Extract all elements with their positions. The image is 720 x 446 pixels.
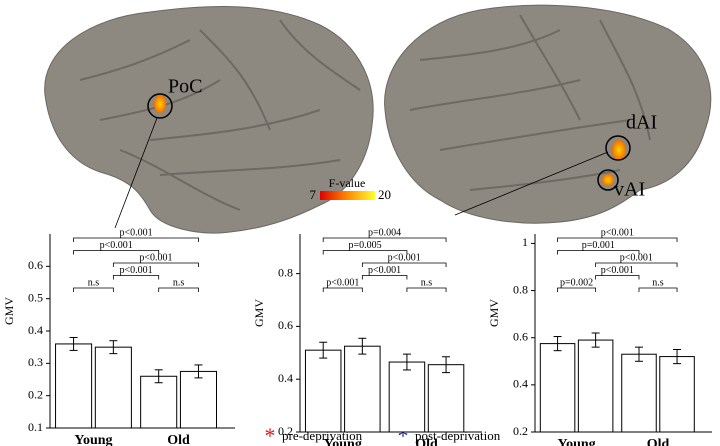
significance-label: p=0.004 [368,227,401,238]
bar [539,343,576,433]
bar [577,339,614,433]
region-label: PoC [168,76,202,98]
x-tick-label: Young [558,437,596,446]
bar [388,361,426,433]
bar [427,364,465,433]
y-tick-label: 0.6 [513,329,528,343]
colorbar-max: 20 [378,187,391,202]
y-tick-label: 0.5 [28,290,43,304]
significance-label: n.s [421,277,433,288]
legend-marker: * [265,423,276,446]
significance-label: p<0.001 [388,252,421,263]
significance-label: p=0.001 [582,240,615,251]
right-brain: dAI vAI [384,4,712,224]
bar [55,343,93,429]
bar [179,370,218,429]
significance-label: p<0.001 [119,227,152,238]
colorbar: F-value 7 20 [310,176,392,202]
y-tick-label: 0.6 [278,318,293,332]
significance-bracket [73,250,160,255]
significance-label: p<0.001 [326,277,359,288]
y-tick-label: 0.4 [513,377,528,391]
bar [659,356,695,433]
significance-label: p<0.001 [139,252,172,263]
significance-bracket [557,250,640,255]
y-tick-label: 0.2 [278,424,293,438]
y-tick-label: 0.8 [278,265,293,279]
significance-bracket [557,237,678,242]
y-tick-label: 0.1 [28,420,43,434]
significance-label: p<0.001 [368,265,401,276]
significance-bracket [595,275,640,280]
significance-bracket [158,287,199,292]
significance-bracket [73,237,199,242]
y-tick-label: 0.8 [513,282,528,296]
significance-bracket [73,287,114,292]
y-tick-label: 0.4 [278,371,293,385]
colorbar-min: 7 [310,187,317,202]
bar [344,345,381,433]
significance-bracket [361,262,447,267]
significance-label: n.s [88,277,100,288]
region-label: vAI [614,179,645,201]
left-brain: PoC [44,6,374,234]
y-tick-label: 0.2 [28,387,43,401]
y-axis-label: GMV [487,299,501,327]
significance-label: n.s [173,277,185,288]
significance-label: n.s [652,277,664,288]
significance-label: p<0.001 [601,227,634,238]
x-tick-label: Old [167,433,190,446]
bar [304,349,342,433]
x-tick-label: Young [74,433,112,446]
significance-label: p=0.002 [560,277,593,288]
significance-bracket [361,275,408,280]
significance-bracket [112,275,160,280]
y-tick-label: 0.3 [28,355,43,369]
x-tick-label: Young [324,437,362,446]
region-label: dAI [626,112,657,134]
significance-bracket [406,287,447,292]
significance-label: p=0.005 [348,240,381,251]
bar [621,353,657,433]
significance-label: p<0.001 [601,265,634,276]
colorbar-gradient [320,191,375,200]
bar [140,375,178,429]
significance-label: p<0.001 [119,265,152,276]
y-axis-label: GMV [252,299,266,327]
y-tick-label: 0.4 [28,323,43,337]
significance-label: p<0.001 [100,240,133,251]
legend-marker: * [398,423,409,446]
significance-bracket [322,237,447,242]
significance-bracket [322,287,363,292]
significance-bracket [322,250,408,255]
significance-bracket [557,287,597,292]
significance-bracket [638,287,678,292]
y-tick-label: 0.2 [513,424,528,438]
colorbar-title: F-value [329,176,366,190]
significance-bracket [595,262,678,267]
y-tick-label: 0.6 [28,258,43,272]
y-axis-label: GMV [2,297,16,325]
significance-label: p<0.001 [620,252,653,263]
x-tick-label: Old [415,437,438,446]
bar [94,346,132,429]
x-tick-label: Old [647,437,670,446]
significance-bracket [112,262,199,267]
y-tick-label: 1 [522,235,528,249]
